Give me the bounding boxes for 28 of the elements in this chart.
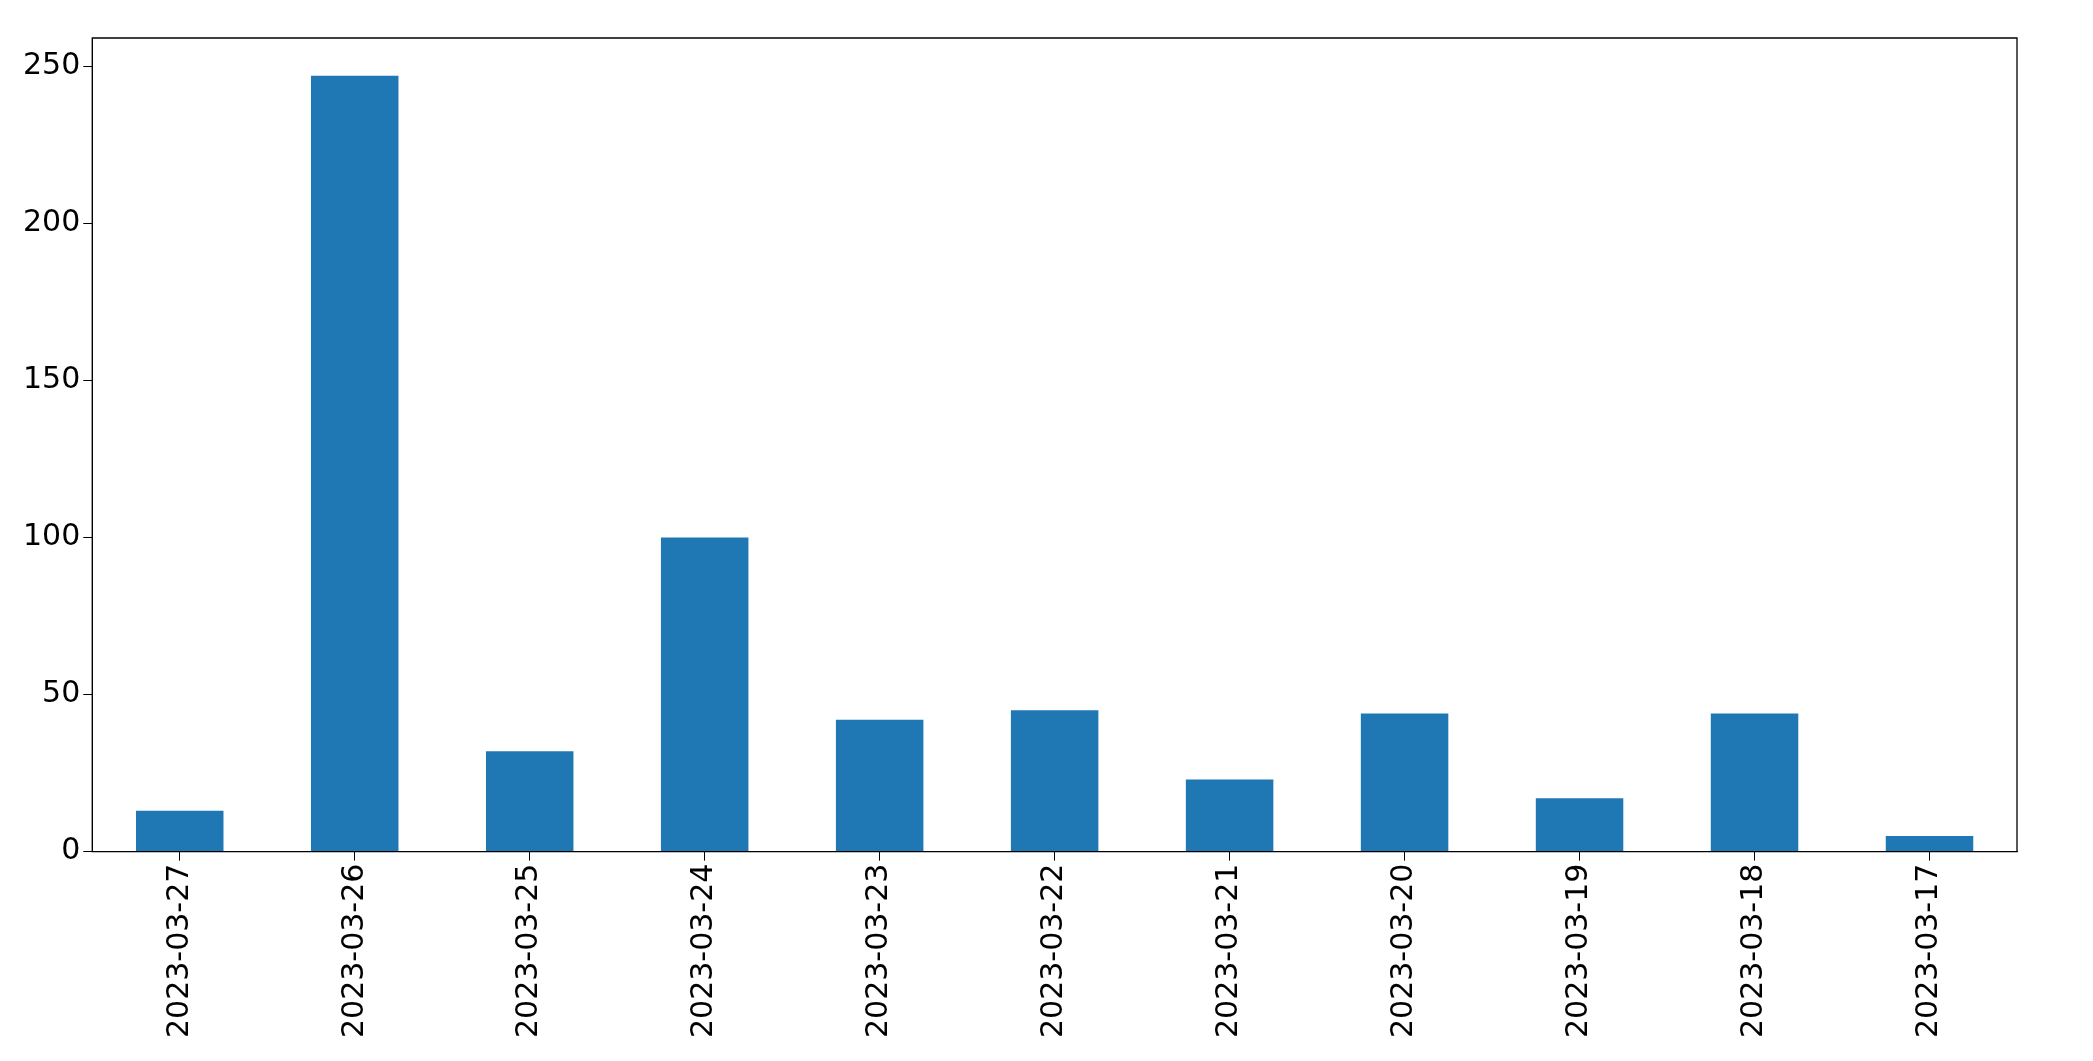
bar [660, 537, 749, 852]
bar [310, 75, 399, 852]
x-tick-label: 2023-03-26 [334, 863, 370, 1039]
x-tick-label: 2023-03-21 [1209, 863, 1245, 1039]
y-tick-label: 200 [23, 203, 81, 239]
bar [1710, 713, 1799, 852]
bar [835, 719, 924, 852]
x-tick-label: 2023-03-20 [1384, 863, 1420, 1039]
bar [1535, 798, 1624, 852]
x-tick-label: 2023-03-18 [1734, 863, 1770, 1039]
y-tick-label: 100 [23, 517, 81, 553]
bar [1360, 713, 1449, 852]
x-tick-label: 2023-03-24 [684, 863, 720, 1039]
bar [1885, 835, 1974, 852]
x-tick-label: 2023-03-19 [1559, 863, 1595, 1039]
x-tick-label: 2023-03-23 [859, 863, 895, 1039]
x-tick-label: 2023-03-17 [1909, 863, 1945, 1039]
y-tick-label: 0 [61, 831, 81, 867]
x-tick-label: 2023-03-22 [1034, 863, 1070, 1039]
x-tick-label: 2023-03-27 [159, 863, 195, 1039]
bar [485, 751, 574, 852]
bar [136, 810, 224, 852]
bar [1185, 779, 1274, 852]
x-tick-label: 2023-03-25 [509, 863, 545, 1039]
y-tick-label: 250 [23, 46, 81, 82]
y-tick-label: 150 [23, 360, 81, 396]
y-tick-label: 50 [42, 674, 81, 710]
bar [1010, 710, 1099, 852]
